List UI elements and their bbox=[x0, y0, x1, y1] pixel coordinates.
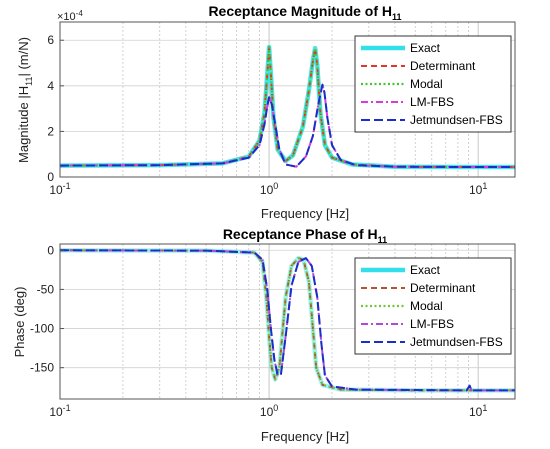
legend-label: Jetmundsen-FBS bbox=[410, 113, 503, 127]
magnitude-panel: Receptance Magnitude of H11 ×10-4 0 2 4 6 1… bbox=[16, 3, 516, 221]
series-group bbox=[60, 248, 515, 393]
y-tick-label: 0 bbox=[47, 170, 54, 184]
y-tick-label: -50 bbox=[37, 282, 55, 296]
magnitude-y-label: Magnitude |H11| (m/N) bbox=[16, 37, 34, 163]
x-tick-label: 101 bbox=[469, 403, 487, 419]
y-tick-label: -150 bbox=[30, 361, 54, 375]
legend-label: LM-FBS bbox=[410, 95, 454, 109]
y-tick-label: 6 bbox=[47, 33, 54, 47]
legend-label: Exact bbox=[410, 263, 441, 277]
legend-label: Modal bbox=[410, 299, 443, 313]
series-line-jetmundsen-fbs bbox=[60, 249, 515, 392]
legend-label: Modal bbox=[410, 77, 443, 91]
y-tick-label: 4 bbox=[47, 79, 54, 93]
y-tick-label: -100 bbox=[30, 322, 54, 336]
x-tick-label: 10-1 bbox=[49, 403, 70, 419]
magnitude-axes-box bbox=[59, 21, 516, 178]
legend-label: Determinant bbox=[410, 59, 476, 73]
series-group bbox=[60, 44, 515, 170]
phase-panel: Receptance Phase of H11 0 -50 -100 -150 10-… bbox=[12, 226, 516, 444]
legend-label: LM-FBS bbox=[410, 317, 454, 331]
magnitude-x-ticks: 10-1 100 101 bbox=[49, 181, 487, 197]
legend-label: Determinant bbox=[410, 281, 476, 295]
phase-title: Receptance Phase of H11 bbox=[223, 226, 387, 245]
legend-label: Jetmundsen-FBS bbox=[410, 335, 503, 349]
y-tick-label: 2 bbox=[47, 124, 54, 138]
phase-legend: Exact Determinant Modal LM-FBS Jetmundsen-FB… bbox=[354, 257, 512, 355]
magnitude-y-ticks: 0 2 4 6 bbox=[47, 33, 64, 184]
magnitude-legend: Exact Determinant Modal LM-FBS Jetmundsen-FB… bbox=[354, 35, 512, 133]
phase-axes-box bbox=[59, 243, 516, 400]
y-tick-label: 0 bbox=[47, 243, 54, 257]
series-line-jetmundsen-fbs bbox=[60, 83, 515, 168]
phase-x-label: Frequency [Hz] bbox=[261, 429, 349, 444]
x-tick-label: 100 bbox=[260, 181, 278, 197]
series-line-determinant bbox=[60, 46, 515, 168]
phase-y-ticks: 0 -50 -100 -150 bbox=[30, 243, 64, 375]
x-tick-label: 10-1 bbox=[49, 181, 70, 197]
y-multiplier: ×10-4 bbox=[57, 9, 83, 23]
x-tick-label: 100 bbox=[260, 403, 278, 419]
phase-x-ticks: 10-1 100 101 bbox=[49, 403, 487, 419]
x-tick-label: 101 bbox=[469, 181, 487, 197]
legend-label: Exact bbox=[410, 41, 441, 55]
series-line-modal bbox=[60, 45, 515, 169]
magnitude-title: Receptance Magnitude of H11 bbox=[208, 3, 401, 22]
phase-y-label: Phase (deg) bbox=[12, 287, 27, 358]
magnitude-x-label: Frequency [Hz] bbox=[261, 206, 349, 221]
